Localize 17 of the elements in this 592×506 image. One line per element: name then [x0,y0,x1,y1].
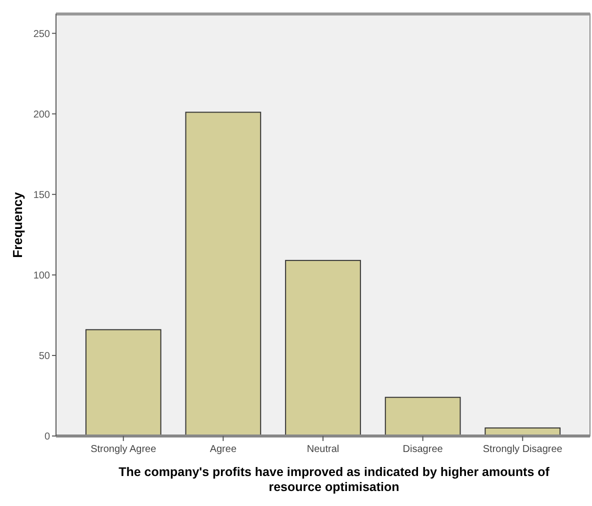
bar [185,112,262,436]
x-tick-label: Disagree [402,444,444,455]
y-tick-label: 0 [44,432,50,442]
bar [85,329,162,436]
y-tick-label: 200 [33,109,50,120]
y-axis-title: Frequency [10,191,25,258]
y-tick-label: 100 [33,270,50,282]
bar [285,260,361,436]
bar [384,396,461,436]
x-tick-label: Strongly Agree [90,444,157,455]
y-tick-label: 150 [33,190,50,201]
x-axis-title: The company's profits have improved as indicated by higher amounts of resource optimisation [118,465,550,494]
y-tick-label: 250 [33,28,50,40]
x-tick-label: Agree [210,444,237,455]
y-tick-label: 50 [38,350,50,362]
x-tick-label: Neutral [306,444,340,455]
x-tick-label: Strongly Disagree [482,444,563,455]
